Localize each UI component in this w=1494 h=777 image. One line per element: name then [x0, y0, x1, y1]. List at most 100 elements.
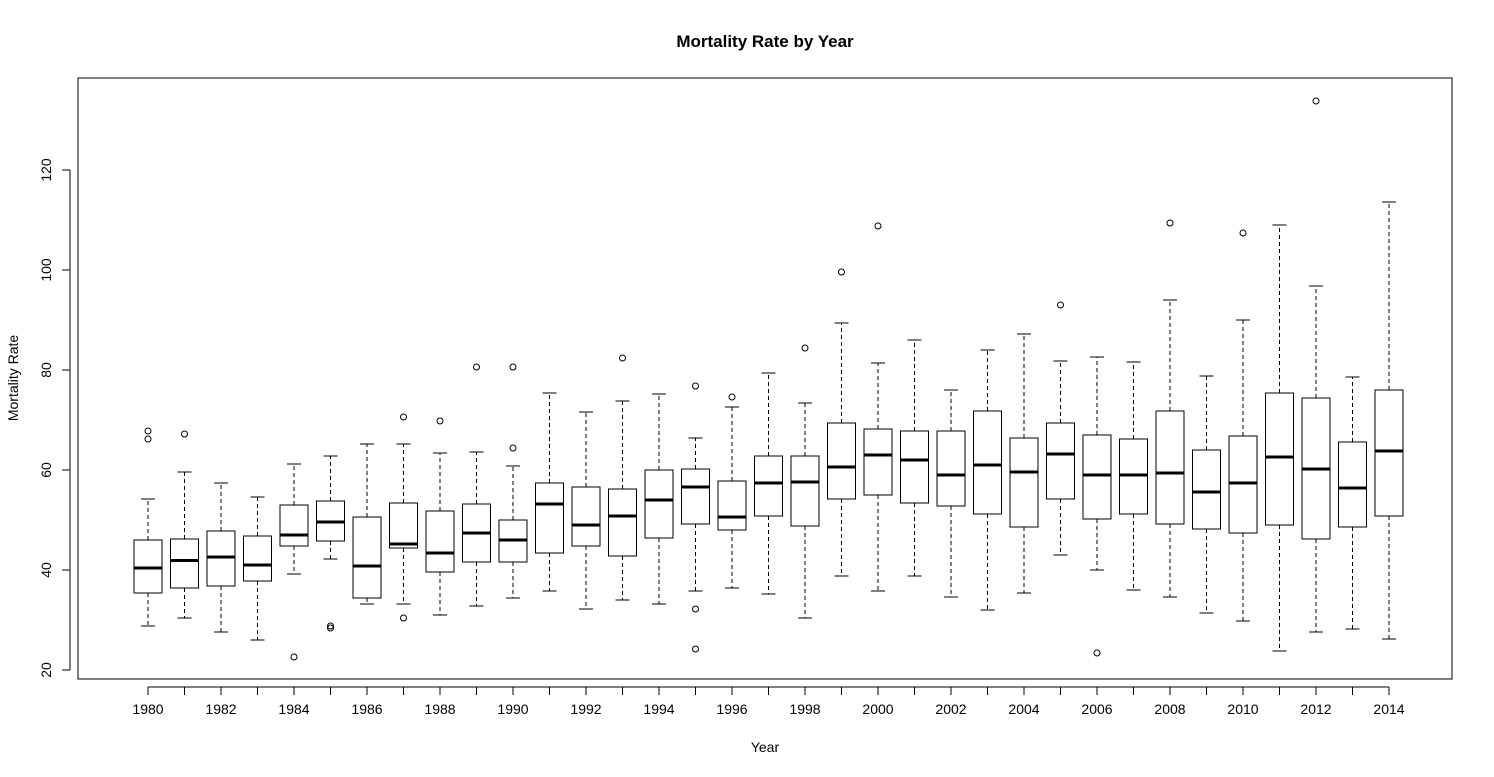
chart-title: Mortality Rate by Year: [676, 32, 854, 51]
iqr-box: [863, 428, 893, 496]
outlier-point: [327, 622, 334, 630]
iqr-box: [608, 488, 637, 557]
box-1997: [754, 372, 783, 595]
x-tick-label: 2000: [862, 701, 893, 717]
box-1995: [681, 382, 710, 653]
box-2010: [1228, 229, 1258, 622]
box-1994: [644, 393, 674, 605]
iqr-box: [754, 455, 783, 517]
outlier-point: [290, 653, 298, 661]
iqr-box: [717, 480, 747, 531]
x-axis-label: Year: [751, 739, 780, 755]
iqr-box: [243, 535, 272, 582]
outlier-point: [509, 363, 517, 371]
iqr-box: [644, 469, 674, 539]
iqr-box: [936, 430, 966, 507]
iqr-box: [790, 455, 820, 527]
box-1980: [133, 427, 163, 627]
outlier-point: [400, 413, 407, 421]
outlier-point: [400, 614, 407, 622]
x-tick-label: 1992: [570, 701, 601, 717]
outlier-point: [1312, 97, 1320, 105]
iqr-box: [1009, 437, 1039, 528]
outlier-point: [144, 427, 152, 435]
iqr-box: [900, 430, 929, 504]
box-1986: [352, 443, 382, 605]
box-2003: [973, 349, 1002, 611]
outlier-point: [1166, 219, 1174, 227]
y-tick-label: 100: [38, 258, 54, 282]
box-1984: [279, 463, 309, 661]
box-2012: [1301, 97, 1331, 633]
iqr-box: [1192, 449, 1221, 530]
x-tick-label: 1988: [424, 701, 455, 717]
outlier-point: [801, 344, 809, 352]
iqr-box: [1155, 410, 1185, 525]
x-tick-label: 2014: [1373, 701, 1404, 717]
iqr-box: [1082, 434, 1112, 520]
box-1985: [316, 455, 345, 632]
box-2004: [1009, 333, 1039, 594]
x-tick-label: 1982: [205, 701, 236, 717]
x-axis: 1980 1982 1984 1986 1988 1990 1992 1994 1996 1998…: [132, 686, 1405, 717]
box-1981: [170, 430, 199, 619]
y-axis-label: Mortality Rate: [5, 335, 21, 422]
box-2000: [863, 222, 893, 592]
x-tick-label: 1986: [351, 701, 382, 717]
box-2007: [1119, 361, 1148, 591]
box-1989: [462, 363, 491, 607]
iqr-box: [425, 510, 455, 573]
x-tick-label: 1996: [716, 701, 747, 717]
outlier-point: [1239, 229, 1247, 237]
box-1993: [608, 354, 637, 601]
iqr-box: [1374, 389, 1404, 517]
y-tick-label: 60: [38, 462, 54, 478]
y-tick-label: 20: [38, 662, 54, 678]
box-1992: [571, 411, 601, 610]
outlier-point: [728, 393, 736, 401]
x-tick-label: 1994: [643, 701, 674, 717]
box-2014: [1374, 201, 1404, 640]
x-tick-label: 1990: [497, 701, 528, 717]
outlier-point: [436, 417, 444, 425]
y-axis: 20 40 60 80 100 120: [38, 158, 71, 678]
box-1988: [425, 417, 455, 616]
box-1983: [243, 496, 272, 641]
iqr-box: [571, 486, 601, 547]
box-2001: [900, 339, 929, 577]
box-2005: [1046, 301, 1075, 556]
x-tick-label: 1998: [789, 701, 820, 717]
iqr-box: [279, 504, 309, 547]
iqr-box: [1338, 441, 1367, 528]
outlier-point: [1057, 301, 1064, 309]
outlier-point: [619, 354, 626, 362]
box-2002: [936, 389, 966, 598]
box-1991: [535, 392, 564, 592]
x-tick-label: 2002: [935, 701, 966, 717]
box-1990: [498, 363, 528, 599]
box-2006: [1082, 356, 1112, 657]
outlier-point: [692, 382, 699, 390]
box-2008: [1155, 219, 1185, 598]
box-1999: [827, 268, 856, 577]
iqr-box: [973, 410, 1002, 515]
outlier-point: [509, 444, 517, 452]
y-tick-label: 40: [38, 562, 54, 578]
outlier-point: [838, 268, 845, 276]
x-tick-label: 1980: [132, 701, 163, 717]
plot-frame: [77, 77, 1453, 680]
iqr-box: [681, 468, 710, 525]
iqr-box: [389, 502, 418, 549]
outlier-point: [692, 605, 699, 613]
iqr-box: [170, 538, 199, 589]
box-1987: [389, 413, 418, 622]
outlier-point: [1093, 649, 1101, 657]
x-tick-label: 1984: [278, 701, 309, 717]
x-tick-label: 2012: [1300, 701, 1331, 717]
box-1998: [790, 344, 820, 619]
y-tick-label: 80: [38, 362, 54, 378]
boxes-group: [133, 97, 1404, 661]
box-2013: [1338, 376, 1367, 630]
y-tick-label: 120: [38, 158, 54, 182]
